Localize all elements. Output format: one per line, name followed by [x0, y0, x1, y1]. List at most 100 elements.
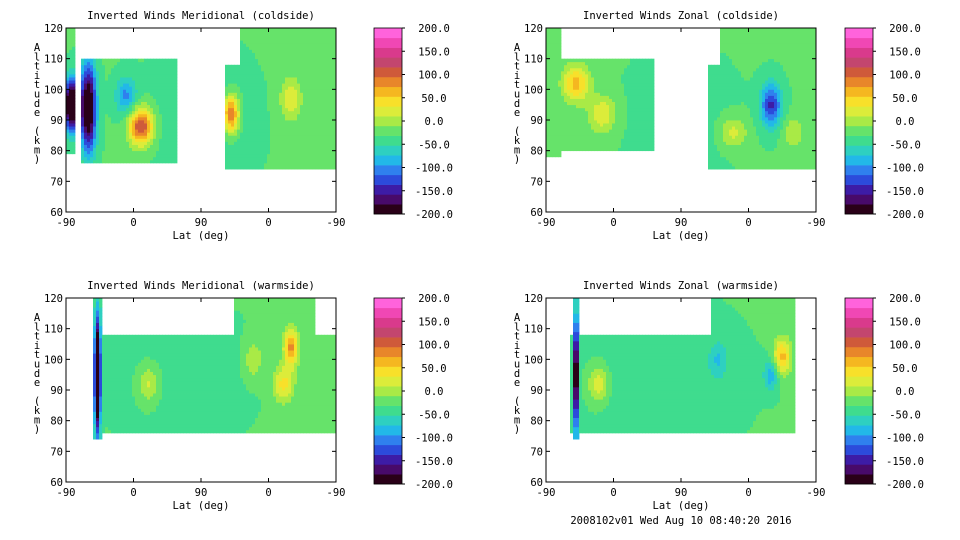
heatmap-cell — [96, 156, 100, 161]
heatmap-cell — [138, 83, 142, 87]
heatmap-cell — [264, 162, 268, 167]
heatmap-cell — [756, 31, 760, 35]
heatmap-cell — [252, 101, 256, 106]
heatmap-cell — [552, 92, 556, 96]
heatmap-cell — [81, 129, 85, 133]
heatmap-cell — [162, 129, 166, 133]
heatmap-cell — [267, 135, 271, 139]
heatmap-cell — [129, 83, 133, 87]
heatmap-cell — [330, 116, 334, 121]
heatmap-cell — [231, 95, 235, 99]
heatmap-cell — [147, 156, 151, 161]
heatmap-cell — [741, 150, 745, 155]
heatmap-cell — [72, 104, 76, 109]
heatmap-cell — [150, 110, 154, 115]
heatmap-cell — [90, 64, 94, 69]
heatmap-cell — [603, 67, 607, 72]
heatmap-cell — [546, 141, 550, 145]
heatmap-cell — [174, 110, 178, 115]
heatmap-cell — [297, 104, 301, 109]
heatmap-cell — [576, 67, 580, 72]
heatmap-cell — [297, 98, 301, 102]
heatmap-cell — [153, 116, 157, 121]
heatmap-cell — [309, 153, 313, 158]
heatmap-cell — [558, 92, 562, 96]
heatmap-cell — [324, 129, 328, 133]
heatmap-cell — [726, 64, 730, 69]
heatmap-cell — [99, 153, 103, 158]
heatmap-cell — [81, 116, 85, 121]
heatmap-cell — [588, 104, 592, 109]
heatmap-cell — [126, 80, 130, 84]
heatmap-cell — [225, 95, 229, 99]
heatmap-cell — [255, 153, 259, 158]
heatmap-cell — [594, 147, 598, 152]
heatmap-cell — [135, 77, 139, 81]
heatmap-cell — [738, 83, 742, 87]
heatmap-cell — [300, 28, 304, 32]
heatmap-cell — [768, 83, 772, 87]
heatmap-cell — [714, 116, 718, 121]
heatmap-cell — [141, 101, 145, 106]
heatmap-cell — [330, 150, 334, 155]
heatmap-cell — [300, 55, 304, 60]
heatmap-cell — [258, 156, 262, 161]
heatmap-cell — [711, 104, 715, 109]
heatmap-cell — [147, 77, 151, 81]
heatmap-cell — [150, 101, 154, 106]
heatmap-cell — [552, 153, 556, 158]
heatmap-cell — [606, 123, 610, 127]
heatmap-cell — [765, 43, 769, 47]
heatmap-cell — [567, 64, 571, 69]
heatmap-cell — [594, 98, 598, 102]
heatmap-cell — [228, 67, 232, 72]
heatmap-cell — [291, 107, 295, 112]
heatmap-cell — [285, 120, 289, 124]
heatmap-cell — [258, 147, 262, 152]
heatmap-cell — [309, 61, 313, 66]
heatmap-cell — [756, 159, 760, 164]
heatmap-cell — [750, 46, 754, 50]
heatmap-cell — [165, 153, 169, 158]
heatmap-cell — [642, 92, 646, 96]
heatmap-cell — [765, 150, 769, 155]
heatmap-cell — [720, 116, 724, 121]
heatmap-cell — [720, 107, 724, 112]
heatmap-cell — [171, 126, 175, 130]
heatmap-cell — [717, 147, 721, 152]
heatmap-cell — [297, 101, 301, 106]
heatmap-cell — [255, 28, 259, 32]
heatmap-cell — [303, 28, 307, 32]
heatmap-cell — [759, 104, 763, 109]
heatmap-cell — [276, 55, 280, 60]
heatmap-cell — [87, 156, 91, 161]
heatmap-cell — [612, 147, 616, 152]
heatmap-cell — [228, 74, 232, 78]
heatmap-cell — [159, 156, 163, 161]
heatmap-cell — [321, 86, 325, 90]
heatmap-cell — [741, 40, 745, 44]
heatmap-cell — [159, 67, 163, 72]
heatmap-cell — [165, 135, 169, 139]
heatmap-cell — [651, 116, 655, 121]
heatmap-cell — [318, 40, 322, 44]
heatmap-cell — [573, 58, 577, 63]
heatmap-cell — [255, 116, 259, 121]
heatmap-cell — [573, 77, 577, 81]
heatmap-cell — [171, 58, 175, 63]
heatmap-cell — [168, 153, 172, 158]
heatmap-cell — [84, 138, 88, 142]
heatmap-cell — [270, 104, 274, 109]
heatmap-cell — [303, 77, 307, 81]
heatmap-cell — [753, 74, 757, 78]
heatmap-cell — [282, 110, 286, 115]
heatmap-cell — [270, 166, 274, 170]
heatmap-cell — [759, 37, 763, 41]
heatmap-cell — [108, 129, 112, 133]
heatmap-cell — [747, 153, 751, 158]
heatmap-cell — [597, 86, 601, 90]
heatmap-cell — [639, 138, 643, 142]
heatmap-cell — [273, 77, 277, 81]
heatmap-cell — [273, 132, 277, 136]
heatmap-cell — [162, 64, 166, 69]
